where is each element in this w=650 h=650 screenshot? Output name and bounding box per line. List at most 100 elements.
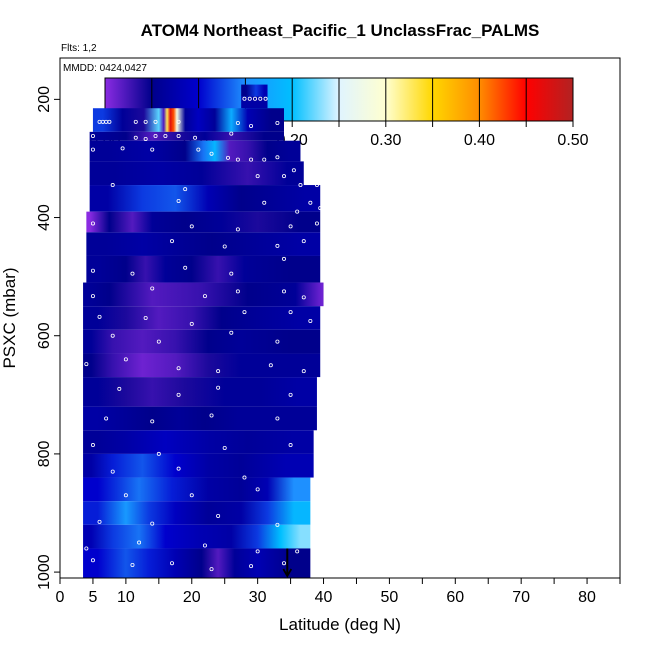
x-axis-label: Latitude (deg N) [279, 615, 401, 634]
heatmap-bin [83, 430, 314, 454]
sample-point [84, 362, 89, 367]
heatmap-bin [92, 108, 284, 132]
plot-area [83, 84, 324, 578]
sample-point [130, 563, 135, 568]
sample-point [262, 200, 267, 205]
x-tick-label: 80 [578, 589, 596, 606]
sample-point [209, 151, 214, 156]
sample-point [222, 244, 227, 249]
sample-point [314, 183, 319, 188]
heatmap-bin [83, 406, 317, 431]
sample-point [242, 96, 247, 101]
sample-point [153, 119, 158, 124]
sample-point [90, 133, 95, 138]
sample-point [123, 357, 128, 362]
sample-point [189, 321, 194, 326]
sample-point [255, 174, 260, 179]
sample-point [281, 174, 286, 179]
sample-point [150, 521, 155, 526]
sample-point [235, 227, 240, 232]
sample-point [229, 131, 234, 136]
sample-point [209, 413, 214, 418]
sample-point [176, 119, 181, 124]
sample-point [189, 493, 194, 498]
sample-point [202, 543, 207, 548]
sample-point [247, 96, 252, 101]
sample-point [90, 221, 95, 226]
sample-point [288, 224, 293, 229]
sample-point [90, 294, 95, 299]
sample-point [275, 339, 280, 344]
sample-point [291, 168, 296, 173]
heatmap-bin [83, 501, 311, 525]
sample-point [288, 443, 293, 448]
y-tick-label: 800 [36, 440, 53, 467]
sample-point [301, 295, 306, 300]
sample-point [308, 318, 313, 323]
x-axis: 0 5 10 20 30 40 50 60 70 80 [56, 578, 621, 606]
sample-point [253, 96, 258, 101]
sample-point [281, 561, 286, 566]
sample-point [255, 549, 260, 554]
sample-point [169, 239, 174, 244]
y-tick-label: 200 [36, 86, 53, 113]
sample-point [301, 239, 306, 244]
sample-point [143, 315, 148, 320]
plot-frame [59, 57, 621, 579]
sample-point [90, 558, 95, 563]
sample-point [110, 183, 115, 188]
sample-point [150, 419, 155, 424]
heatmap-bin [83, 329, 321, 354]
sample-point [143, 136, 148, 141]
sample-point [120, 146, 125, 151]
sample-point [222, 445, 227, 450]
sample-point [110, 469, 115, 474]
sample-point [193, 135, 198, 140]
sample-point [90, 268, 95, 273]
sample-point [189, 224, 194, 229]
sample-point [249, 157, 254, 162]
sample-point [235, 121, 240, 126]
heatmap-bin [89, 161, 304, 186]
heatmap-cells [83, 84, 324, 578]
sample-point [176, 366, 181, 371]
sample-point [301, 369, 306, 374]
sample-point [163, 133, 168, 138]
sample-point [249, 564, 254, 569]
sample-point [275, 416, 280, 421]
sample-point [249, 123, 254, 128]
colorbar-tick-label: 0.50 [557, 132, 588, 149]
sample-point [97, 519, 102, 524]
sample-point [130, 271, 135, 276]
sample-point [216, 385, 221, 390]
sample-point [176, 466, 181, 471]
annotations [282, 548, 293, 578]
sample-point [275, 522, 280, 527]
sample-point [209, 567, 214, 572]
x-tick-label: 20 [183, 589, 201, 606]
sample-point [229, 330, 234, 335]
sample-point [84, 546, 89, 551]
x-tick-label: 40 [315, 589, 333, 606]
sample-point [117, 386, 122, 391]
heatmap-bin [89, 131, 284, 141]
heatmap-bin [83, 306, 321, 330]
sample-point [242, 475, 247, 480]
arrow-head [282, 568, 293, 578]
sample-point [133, 135, 138, 140]
heatmap-bin [241, 96, 268, 109]
heatmap-bin [83, 477, 311, 502]
heatmap-bin [83, 453, 314, 478]
colorbar-tick-label: 0.30 [370, 132, 401, 149]
x-tick-label: 5 [88, 589, 97, 606]
sample-point [202, 294, 207, 299]
heatmap-bin [89, 140, 301, 162]
x-tick-label: 60 [446, 589, 464, 606]
sample-point [143, 119, 148, 124]
sample-point [137, 540, 142, 545]
sample-point [235, 157, 240, 162]
sample-point [262, 157, 267, 162]
sample-points [84, 96, 323, 572]
sample-point [298, 183, 303, 188]
sample-point [263, 96, 268, 101]
